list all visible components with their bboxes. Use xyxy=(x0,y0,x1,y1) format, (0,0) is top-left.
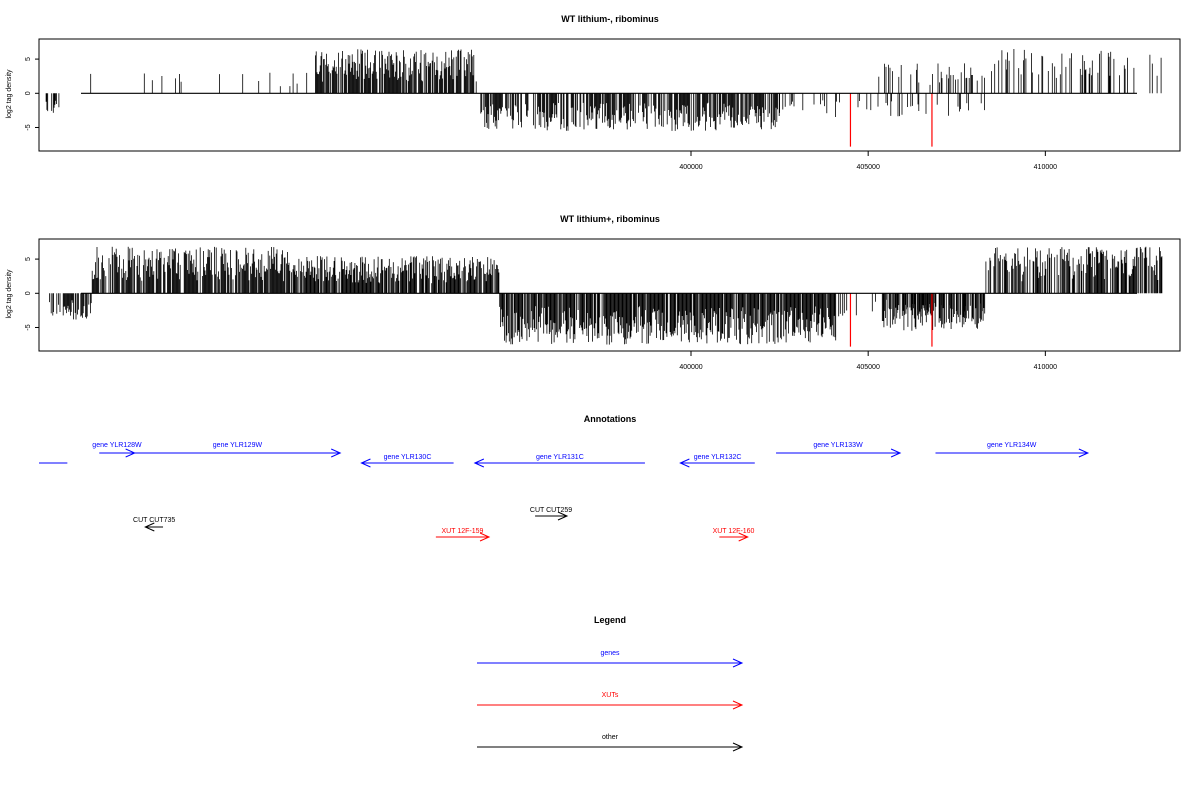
feature-label: gene YLR130C xyxy=(384,454,432,461)
feature-arrowhead xyxy=(557,511,569,521)
feature-label: CUT CUT735 xyxy=(133,517,175,524)
feature-label: gene YLR133W xyxy=(813,442,863,449)
legend-panel: Legend genes XUTs other xyxy=(477,615,744,752)
x-axis: 400000 405000 410000 xyxy=(679,151,1057,171)
annotations-title: Annotations xyxy=(584,414,637,424)
x-tick-label: 400000 xyxy=(679,364,702,371)
plot-frame xyxy=(38,238,1181,352)
feature-label: gene YLR129W xyxy=(213,442,263,449)
legend-label: XUTs xyxy=(602,692,619,699)
y-axis-label: log2 tag density xyxy=(6,69,13,119)
feature-arrowhead xyxy=(732,742,744,752)
x-tick-label: 405000 xyxy=(856,164,879,171)
legend-title: Legend xyxy=(594,615,626,625)
annotation-feature: CUT CUT259 xyxy=(530,507,572,521)
track-panel-lithium-plus: WT lithium+, ribominus log2 tag density … xyxy=(6,214,1181,371)
feature-arrowhead xyxy=(732,658,744,668)
annotation-feature: CUT CUT735 xyxy=(133,517,175,532)
x-tick-label: 405000 xyxy=(856,364,879,371)
feature-arrowhead xyxy=(679,458,690,468)
feature-label: gene YLR134W xyxy=(987,442,1037,449)
feature-arrowhead xyxy=(738,532,749,542)
annotation-feature: gene YLR132C xyxy=(679,454,755,468)
legend-label: other xyxy=(602,734,619,741)
x-tick-label: 410000 xyxy=(1034,164,1057,171)
feature-arrowhead xyxy=(1078,448,1090,458)
annotation-feature: gene YLR130C xyxy=(360,454,454,468)
y-axis: -5 0 5 xyxy=(25,257,39,331)
y-axis: -5 0 5 xyxy=(25,57,39,131)
annotation-feature: XUT 12F-160 xyxy=(713,528,755,542)
y-tick-label: 0 xyxy=(25,291,32,295)
feature-arrowhead xyxy=(360,458,371,468)
annotation-feature: gene YLR131C xyxy=(473,454,645,468)
annotation-feature: gene YLR133W xyxy=(776,442,902,458)
legend-item: XUTs xyxy=(477,692,744,710)
legend-item: other xyxy=(477,734,744,752)
feature-arrowhead xyxy=(479,532,491,542)
y-tick-label: 5 xyxy=(25,57,32,61)
x-tick-label: 400000 xyxy=(679,164,702,171)
track-title: WT lithium-, ribominus xyxy=(561,14,659,24)
feature-label: gene YLR132C xyxy=(694,454,742,461)
plot-frame xyxy=(38,38,1181,152)
density-bars xyxy=(45,49,1162,131)
feature-arrowhead xyxy=(473,458,485,468)
track-panel-lithium-minus: WT lithium-, ribominus log2 tag density … xyxy=(6,14,1181,171)
x-tick-label: 410000 xyxy=(1034,364,1057,371)
feature-arrowhead xyxy=(732,700,744,710)
annotations-panel: Annotations gene YLR128W gene YLR129Wgene… xyxy=(39,414,1090,542)
y-tick-label: 0 xyxy=(25,91,32,95)
legend-items: genes XUTs other xyxy=(477,650,744,752)
feature-label: gene YLR128W xyxy=(92,442,142,449)
feature-arrowhead xyxy=(890,448,902,458)
y-tick-label: -5 xyxy=(25,324,32,330)
track-title: WT lithium+, ribominus xyxy=(560,214,660,224)
annotation-feature: gene YLR128W xyxy=(92,442,142,458)
feature-label: XUT 12F-159 xyxy=(442,528,484,535)
feature-arrowhead xyxy=(144,522,155,532)
y-tick-label: -5 xyxy=(25,124,32,130)
y-axis-label: log2 tag density xyxy=(6,269,13,319)
annotation-features: gene YLR128W gene YLR129W gene YLR130C gene… xyxy=(39,442,1090,542)
feature-label: gene YLR131C xyxy=(536,454,584,461)
annotation-feature: gene YLR134W xyxy=(935,442,1090,458)
legend-item: genes xyxy=(477,650,744,668)
annotation-feature: gene YLR129W xyxy=(134,442,342,458)
marker-lines xyxy=(849,293,933,347)
feature-label: CUT CUT259 xyxy=(530,507,572,514)
density-bars xyxy=(49,246,1163,345)
y-tick-label: 5 xyxy=(25,257,32,261)
x-axis: 400000 405000 410000 xyxy=(679,351,1057,371)
feature-arrowhead xyxy=(330,448,342,458)
annotation-feature: XUT 12F-159 xyxy=(435,528,491,542)
feature-label: XUT 12F-160 xyxy=(713,528,755,535)
legend-label: genes xyxy=(600,650,620,657)
marker-lines xyxy=(849,93,933,147)
